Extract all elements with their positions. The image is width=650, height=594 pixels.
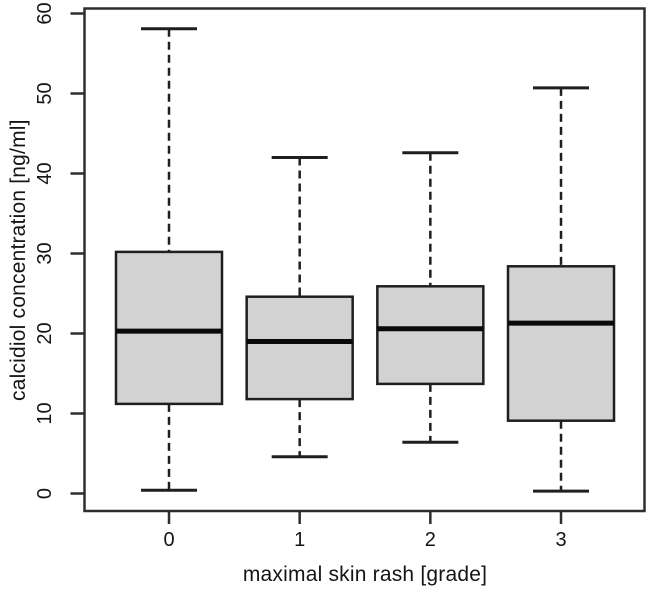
iqr-box [245,295,354,401]
y-tick-label: 0 [34,488,56,499]
y-tick-label: 20 [34,322,56,344]
box-group-0 [114,27,224,492]
iqr-box [114,250,224,406]
x-tick-label: 2 [425,529,436,551]
iqr-box [376,285,485,386]
x-axis-title: maximal skin rash [grade] [242,563,488,586]
box-group-1 [245,156,354,459]
y-tick-label: 40 [34,162,56,184]
iqr-box [506,265,616,422]
box-group-2 [376,151,485,444]
y-tick-label: 30 [34,242,56,264]
box-group-3 [506,86,616,493]
plot-frame [83,7,646,513]
x-tick-label: 1 [294,529,305,551]
x-tick-label: 3 [555,529,566,551]
y-tick-label: 50 [34,82,56,104]
x-tick-label: 0 [163,529,174,551]
y-tick-label: 10 [34,402,56,424]
y-axis-title: calcidiol concentration [ng/ml] [7,119,30,401]
y-tick-label: 60 [34,2,56,24]
